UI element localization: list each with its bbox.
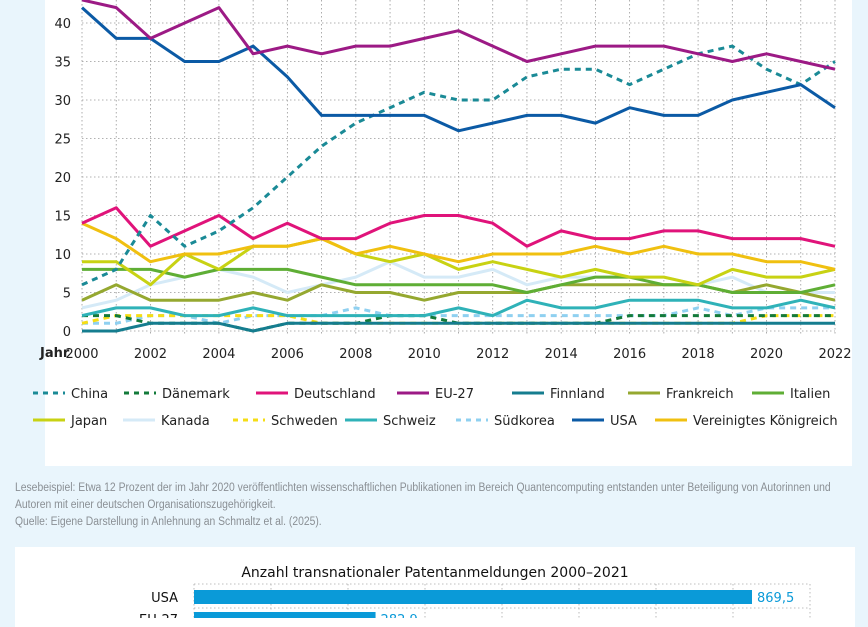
legend-label: Finnland <box>550 387 605 402</box>
series-line-usa <box>80 6 836 133</box>
y-tick-label: 35 <box>54 56 71 71</box>
y-tick-label: 5 <box>63 287 71 302</box>
y-tick-label: 15 <box>54 210 71 225</box>
x-tick-label: 2006 <box>271 347 304 362</box>
legend-label: China <box>71 387 108 402</box>
x-tick-label: 2020 <box>750 347 783 362</box>
legend-label: Schweiz <box>383 414 436 429</box>
caption: Lesebeispiel: Etwa 12 Prozent der im Jah… <box>15 480 852 531</box>
legend-label: Kanada <box>161 414 210 429</box>
y-tick-label: 25 <box>54 133 71 148</box>
y-tick-label: 20 <box>54 171 71 186</box>
x-tick-label: 2012 <box>476 347 509 362</box>
x-tick-label: 2010 <box>408 347 441 362</box>
series-line-vereinigtes-königreich <box>81 221 836 271</box>
legend-label: Südkorea <box>494 414 555 429</box>
x-tick-label: 2014 <box>545 347 578 362</box>
x-tick-label: 2000 <box>65 347 98 362</box>
legend-label: Japan <box>70 414 107 429</box>
series-line-italien <box>82 267 836 294</box>
bar-chart-panel <box>15 547 855 627</box>
legend-label: Frankreich <box>666 387 734 402</box>
series-line-china <box>81 44 836 287</box>
series-line-eu-27 <box>81 0 836 71</box>
series-line-schweiz <box>81 298 836 318</box>
reading-example: Lesebeispiel: Etwa 12 Prozent der im Jah… <box>15 482 831 511</box>
x-axis-label: Jahr <box>39 346 70 361</box>
series-line-südkorea <box>82 306 835 325</box>
legend-label: Dänemark <box>162 387 230 402</box>
legend-label: USA <box>610 414 637 429</box>
y-tick-label: 10 <box>54 248 71 263</box>
source-note: Quelle: Eigene Darstellung in Anlehnung … <box>15 516 322 528</box>
y-tick-label: 30 <box>54 94 71 109</box>
series-line-finnland <box>82 321 835 333</box>
legend-label: Italien <box>790 387 830 402</box>
x-tick-label: 2022 <box>818 347 851 362</box>
series-line-deutschland <box>81 206 836 248</box>
legend-label: Schweden <box>271 414 338 429</box>
x-tick-label: 2004 <box>202 347 235 362</box>
legend-label: Deutschland <box>294 387 376 402</box>
x-tick-label: 2002 <box>134 347 167 362</box>
x-tick-label: 2018 <box>682 347 715 362</box>
y-tick-label: 40 <box>54 17 71 32</box>
y-tick-label: 0 <box>63 325 71 340</box>
x-tick-label: 2008 <box>339 347 372 362</box>
legend-label: EU-27 <box>435 387 474 402</box>
x-tick-label: 2016 <box>613 347 646 362</box>
series-line-japan <box>82 237 836 287</box>
legend-label: Vereinigtes Königreich <box>693 414 838 429</box>
